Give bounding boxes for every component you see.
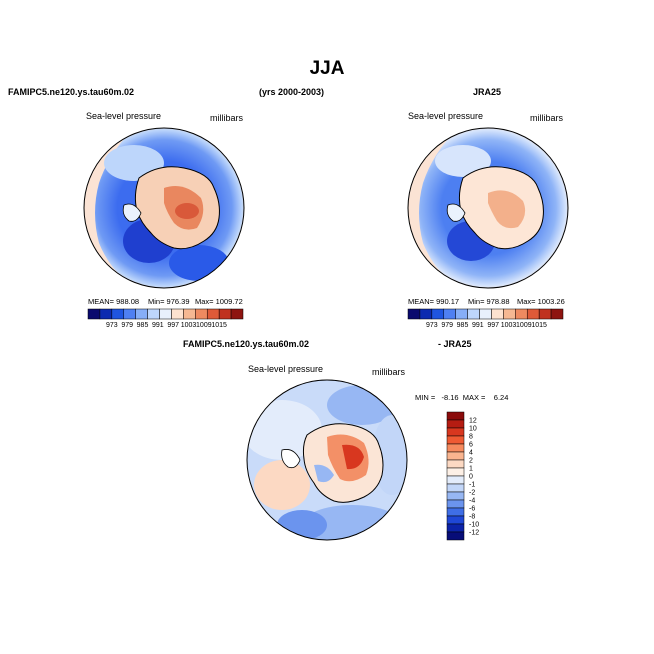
left-field-label: Sea-level pressure xyxy=(86,111,162,121)
diff-colorbar-label: -8 xyxy=(469,514,475,521)
difference-polar-map xyxy=(246,379,408,541)
left-colorbar-label: 1009 xyxy=(196,322,212,329)
left-colorbar-label: 997 xyxy=(167,322,179,329)
diff-colorbar-swatch xyxy=(446,475,465,485)
left-colorbar-swatch xyxy=(159,308,172,320)
left-panel-header: FAMIPC5.ne120.ys.tau60m.02 xyxy=(8,87,135,97)
diff-colorbar-swatch xyxy=(446,411,465,421)
diff-colorbar-swatch xyxy=(446,443,465,453)
right-colorbar-swatch xyxy=(526,308,540,320)
right-colorbar-swatch xyxy=(503,308,516,320)
diff-colorbar-swatch xyxy=(446,515,465,525)
left-colorbar-label: 991 xyxy=(152,322,164,329)
right-colorbar-label: 997 xyxy=(487,322,499,329)
diff-colorbar-label: 2 xyxy=(469,458,473,465)
years-label: (yrs 2000-2003) xyxy=(259,87,325,97)
right-colorbar-label: 979 xyxy=(441,322,453,329)
diff-colorbar-label: 4 xyxy=(469,450,473,457)
left-colorbar-swatch xyxy=(171,308,184,320)
right-max-stat: Max= 1003.26 xyxy=(517,297,565,306)
right-field-label: Sea-level pressure xyxy=(408,111,484,121)
diff-colorbar-swatch xyxy=(446,467,465,477)
diff-colorbar-label: 10 xyxy=(469,426,477,433)
diff-colorbar-swatch xyxy=(446,507,465,517)
diff-colorbar-swatch xyxy=(446,523,465,533)
diff-panel-header-right: - JRA25 xyxy=(438,339,472,349)
left-colorbar-swatch xyxy=(135,308,148,320)
diff-colorbar-label: -12 xyxy=(469,530,479,537)
diff-colorbar-swatch xyxy=(446,419,465,429)
right-colorbar-swatch xyxy=(467,308,480,320)
left-units-label: millibars xyxy=(210,113,244,123)
diff-colorbar-swatch xyxy=(446,499,465,509)
right-colorbar-swatch xyxy=(431,308,445,320)
diff-colorbar-label: -4 xyxy=(469,498,475,505)
left-colorbar: 973 979 985 991 997 1003 1009 1015 xyxy=(87,308,244,329)
left-colorbar-swatch xyxy=(183,308,196,320)
diff-colorbar-label: -2 xyxy=(469,490,475,497)
left-polar-map xyxy=(83,127,245,289)
right-colorbar-swatch xyxy=(407,308,421,320)
right-colorbar-swatch xyxy=(491,308,504,320)
right-colorbar-label: 973 xyxy=(426,322,438,329)
left-max-stat: Max= 1009.72 xyxy=(195,297,243,306)
right-colorbar-swatch xyxy=(443,308,456,320)
diff-colorbar-label: -10 xyxy=(469,522,479,529)
left-colorbar-swatch xyxy=(123,308,136,320)
diff-colorbar-swatch xyxy=(446,451,465,461)
right-colorbar-label: 991 xyxy=(472,322,484,329)
right-colorbar-swatch xyxy=(479,308,492,320)
right-colorbar-swatch xyxy=(515,308,528,320)
right-polar-map xyxy=(407,127,569,289)
diff-colorbar-label: 8 xyxy=(469,434,473,441)
diff-minmax: MIN = -8.16 MAX = 6.24 xyxy=(415,393,509,402)
diff-colorbar-label: 12 xyxy=(469,418,477,425)
right-colorbar-swatch xyxy=(550,308,564,320)
diff-colorbar-swatch xyxy=(446,491,465,501)
diff-colorbar-swatch xyxy=(446,531,465,541)
right-colorbar-swatch xyxy=(419,308,433,320)
diff-units-label: millibars xyxy=(372,367,406,377)
left-colorbar-swatch xyxy=(218,308,232,320)
right-colorbar-label: 985 xyxy=(457,322,469,329)
left-colorbar-label: 985 xyxy=(137,322,149,329)
diff-colorbar-swatch xyxy=(446,483,465,493)
right-colorbar-label: 1003 xyxy=(501,322,517,329)
left-colorbar-label: 979 xyxy=(121,322,133,329)
right-min-stat: Min= 978.88 xyxy=(468,297,510,306)
right-panel-header: JRA25 xyxy=(473,87,502,97)
diff-panel-header-left: FAMIPC5.ne120.ys.tau60m.02 xyxy=(183,339,310,349)
left-colorbar-label: 1015 xyxy=(211,322,227,329)
diff-colorbar-label: 0 xyxy=(469,474,473,481)
left-colorbar-label: 1003 xyxy=(181,322,197,329)
diff-colorbar-swatch xyxy=(446,459,465,469)
left-colorbar-swatch xyxy=(99,308,113,320)
left-mean-stat: MEAN= 988.08 xyxy=(88,297,140,306)
left-colorbar-swatch xyxy=(195,308,208,320)
right-colorbar-swatch xyxy=(538,308,552,320)
left-colorbar-label: 973 xyxy=(106,322,118,329)
right-mean-stat: MEAN= 990.17 xyxy=(408,297,460,306)
left-colorbar-swatch xyxy=(111,308,125,320)
left-colorbar-swatch xyxy=(206,308,220,320)
right-colorbar-label: 1015 xyxy=(531,322,547,329)
diff-colorbar-swatch xyxy=(446,435,465,445)
right-colorbar-label: 1009 xyxy=(516,322,532,329)
right-colorbar: 973 979 985 991 997 1003 1009 1015 xyxy=(407,308,564,329)
diff-colorbar-label: 6 xyxy=(469,442,473,449)
right-colorbar-swatch xyxy=(455,308,468,320)
diff-colorbar-label: 1 xyxy=(469,466,473,473)
left-min-stat: Min= 976.39 xyxy=(148,297,190,306)
diff-field-label: Sea-level pressure xyxy=(248,364,324,374)
diff-colorbar-label: -6 xyxy=(469,506,475,513)
right-units-label: millibars xyxy=(530,113,564,123)
diff-colorbar-swatch xyxy=(446,427,465,437)
left-colorbar-swatch xyxy=(87,308,101,320)
diff-colorbar-label: -1 xyxy=(469,482,475,489)
left-colorbar-swatch xyxy=(230,308,244,320)
figure-title: JJA xyxy=(309,58,345,79)
left-colorbar-swatch xyxy=(147,308,160,320)
